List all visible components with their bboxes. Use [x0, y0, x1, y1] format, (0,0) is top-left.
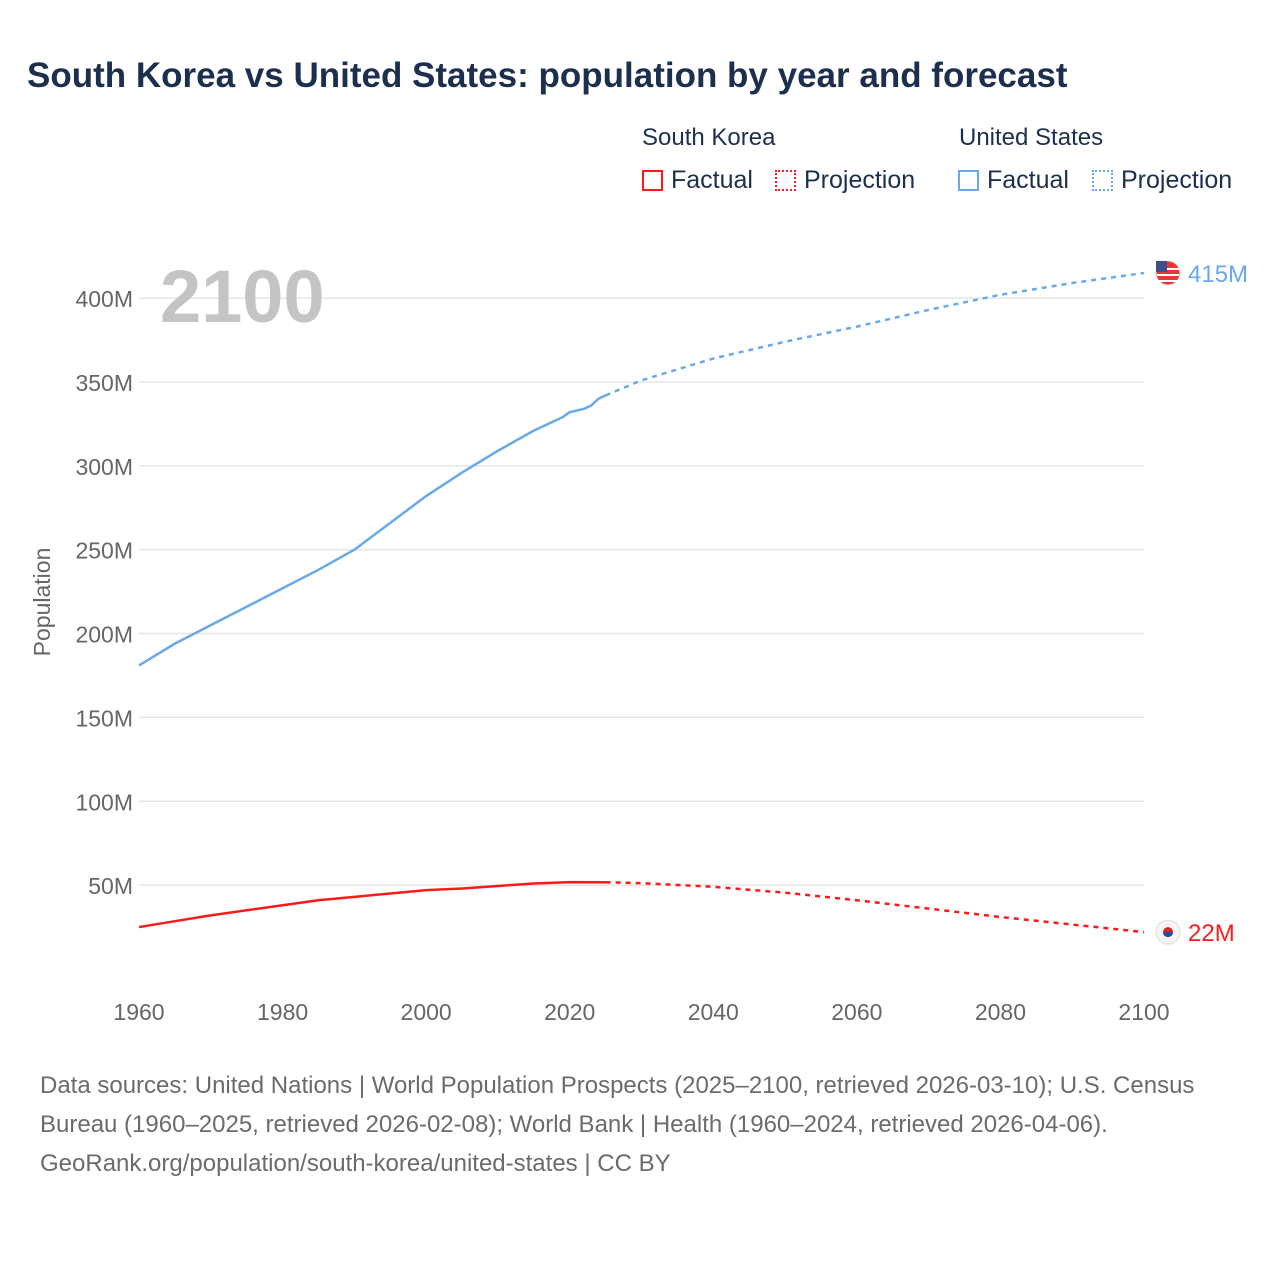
legend-us-factual[interactable]: Factual — [958, 166, 1069, 195]
x-tick-label: 1960 — [113, 999, 164, 1025]
legend-korea-factual[interactable]: Factual — [642, 166, 753, 195]
line-chart: 50M 100M 150M 200M 250M 300M 350M 400M 1960 1980 2… — [29, 255, 1248, 1025]
legend-swatch — [775, 170, 796, 191]
x-tick-label: 2100 — [1118, 999, 1169, 1025]
legend-label: Projection — [1121, 166, 1233, 194]
y-tick-label: 150M — [75, 705, 133, 731]
legend-us-projection[interactable]: Projection — [1092, 166, 1232, 195]
x-tick-label: 2060 — [831, 999, 882, 1025]
united-states-factual-line — [138, 394, 607, 667]
legend-korea-projection[interactable]: Projection — [775, 166, 915, 195]
footer: Data sources: United Nations | World Pop… — [40, 1066, 1240, 1183]
legend-group-south-korea: South Korea — [642, 124, 776, 151]
flag-taegeuk-blue — [1163, 932, 1173, 938]
y-tick-label: 200M — [75, 622, 133, 648]
south-korea-end-label: 22M — [1188, 920, 1235, 947]
y-axis-label: Population — [29, 548, 55, 657]
legend-label: Projection — [804, 166, 916, 194]
y-tick-label: 250M — [75, 538, 133, 564]
legend-group-united-states: United States — [959, 124, 1104, 151]
chart-title: South Korea vs United States: population… — [27, 56, 1068, 95]
south-korea-factual-line — [138, 880, 606, 929]
credit-link[interactable]: GeoRank.org/population/south-korea/unite… — [40, 1150, 671, 1177]
year-label: 2100 — [160, 255, 325, 338]
legend-swatch — [1092, 170, 1113, 191]
y-tick-label: 100M — [75, 789, 133, 815]
united-states-projection-line — [605, 271, 1145, 397]
legend-label: Factual — [987, 166, 1069, 194]
x-tick-label: 1980 — [257, 999, 308, 1025]
legend-swatch — [642, 170, 663, 191]
legend-label: Factual — [671, 166, 753, 194]
legend-swatch — [958, 170, 979, 191]
y-tick-label: 400M — [75, 286, 133, 312]
x-tick-label: 2020 — [544, 999, 595, 1025]
data-sources: Data sources: United Nations | World Pop… — [40, 1072, 1195, 1138]
south-korea-projection-line — [605, 881, 1145, 934]
x-tick-label: 2040 — [688, 999, 739, 1025]
y-tick-label: 300M — [75, 454, 133, 480]
united-states-end-label: 415M — [1188, 261, 1248, 288]
flag-canton — [1156, 260, 1167, 272]
x-tick-label: 2080 — [975, 999, 1026, 1025]
y-tick-label: 350M — [75, 370, 133, 396]
y-tick-label: 50M — [88, 873, 133, 899]
x-tick-label: 2000 — [401, 999, 452, 1025]
